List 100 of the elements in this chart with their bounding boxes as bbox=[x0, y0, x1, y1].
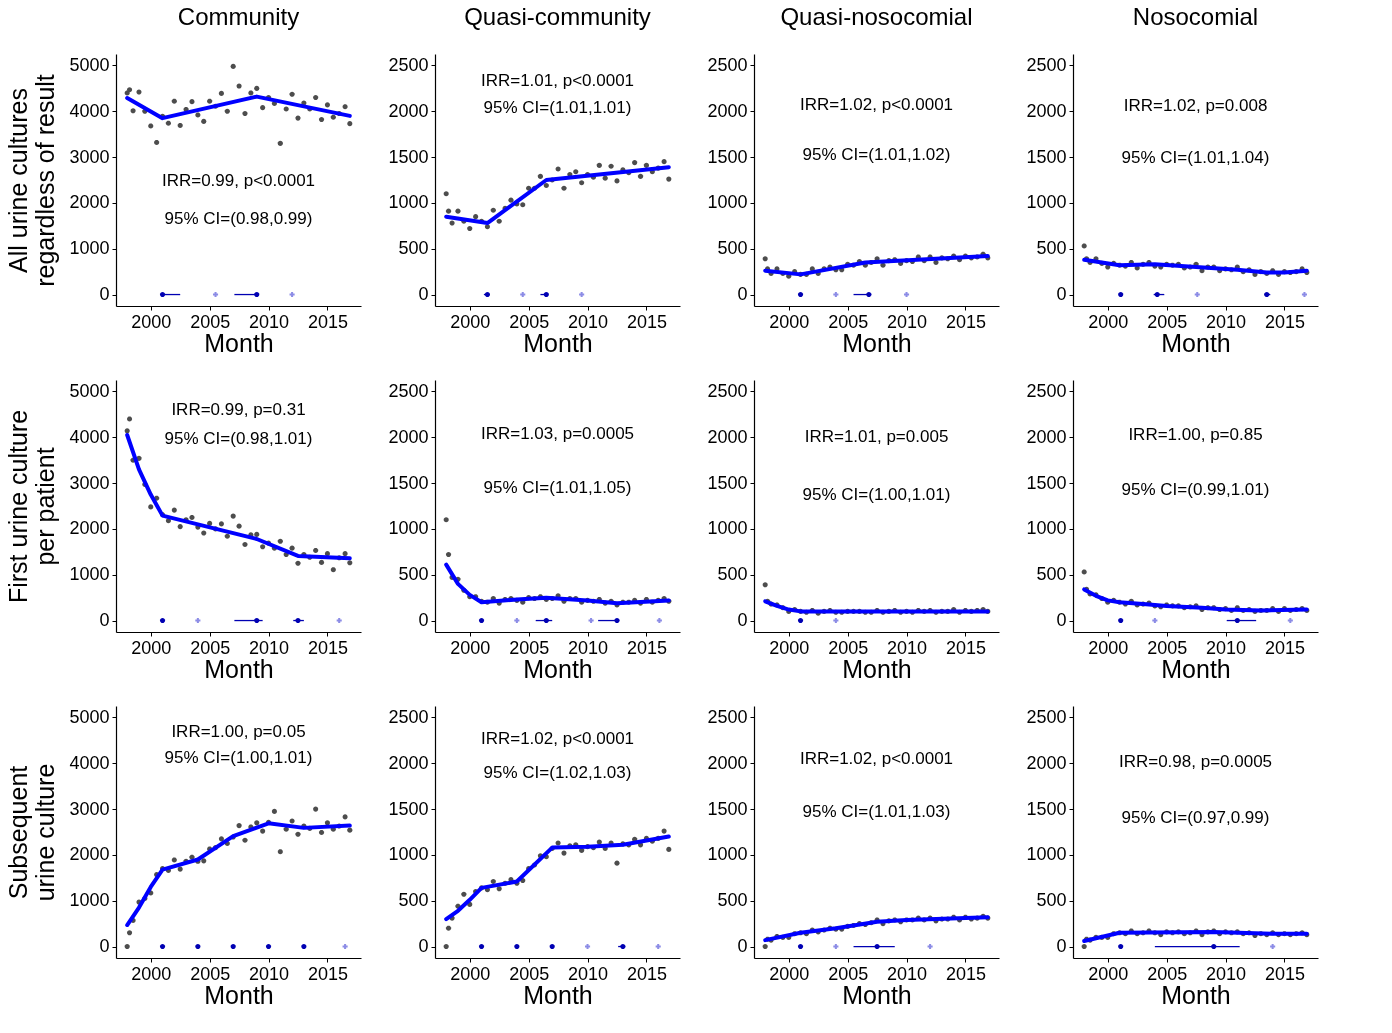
x-tick-label: 2000 bbox=[1088, 963, 1129, 984]
annotation: IRR=1.01, p<0.0001 bbox=[480, 71, 635, 91]
x-tick-label: 2015 bbox=[307, 311, 348, 332]
x-tick-label: 2015 bbox=[626, 637, 667, 658]
y-tick-label: 3000 bbox=[69, 472, 110, 493]
annotation: 95% CI=(1.00,1.01) bbox=[164, 747, 313, 767]
y-tick-label: 500 bbox=[717, 564, 748, 585]
x-tick-label: 2015 bbox=[945, 311, 986, 332]
x-tick-label: 2015 bbox=[945, 963, 986, 984]
y-tick-label: 2000 bbox=[388, 100, 429, 121]
y-tick-label: 2000 bbox=[707, 752, 748, 773]
y-tick-label: 2000 bbox=[707, 426, 748, 447]
y-tick-label: 500 bbox=[717, 890, 748, 911]
annotation: IRR=1.00, p=0.05 bbox=[171, 721, 306, 741]
annotation: IRR=0.98, p=0.0005 bbox=[1118, 752, 1273, 772]
chart-title: Quasi-nosocomial bbox=[780, 3, 973, 30]
annotation: IRR=1.02, p<0.0001 bbox=[799, 94, 954, 114]
y-tick-label: 0 bbox=[418, 936, 429, 957]
annotation: 95% CI=(1.01,1.01) bbox=[483, 98, 632, 118]
x-tick-label: 2000 bbox=[769, 963, 810, 984]
y-tick-label: 1500 bbox=[1026, 798, 1067, 819]
y-tick-label: 1500 bbox=[1026, 472, 1067, 493]
x-tick-label: 2000 bbox=[1088, 311, 1129, 332]
annotation: 95% CI=(0.98,0.99) bbox=[164, 208, 313, 228]
x-tick-label: 2015 bbox=[307, 963, 348, 984]
y-tick-label: 1000 bbox=[707, 844, 748, 865]
annotation: IRR=1.02, p<0.0001 bbox=[799, 748, 954, 768]
annotation: 95% CI=(1.00,1.01) bbox=[802, 484, 951, 504]
y-tick-label: 4000 bbox=[69, 100, 110, 121]
chart-title: Nosocomial bbox=[1132, 3, 1259, 30]
y-tick-label: 4000 bbox=[69, 752, 110, 773]
y-tick-label: 1500 bbox=[388, 798, 429, 819]
x-tick-label: 2000 bbox=[131, 963, 172, 984]
y-axis-title: Subsequent urine culture bbox=[4, 763, 60, 902]
y-tick-label: 5000 bbox=[69, 54, 110, 75]
y-tick-label: 5000 bbox=[69, 380, 110, 401]
x-tick-label: 2000 bbox=[131, 637, 172, 658]
y-tick-label: 1000 bbox=[1026, 518, 1067, 539]
y-tick-label: 1500 bbox=[707, 472, 748, 493]
y-tick-label: 0 bbox=[418, 610, 429, 631]
annotation: IRR=0.99, p=0.31 bbox=[171, 399, 306, 419]
y-tick-label: 1000 bbox=[388, 192, 429, 213]
x-tick-label: 2000 bbox=[769, 637, 810, 658]
y-tick-label: 2500 bbox=[388, 380, 429, 401]
y-tick-label: 3000 bbox=[69, 798, 110, 819]
x-tick-label: 2000 bbox=[769, 311, 810, 332]
y-tick-label: 2500 bbox=[1026, 380, 1067, 401]
y-tick-label: 500 bbox=[398, 890, 429, 911]
y-tick-label: 3000 bbox=[69, 146, 110, 167]
y-tick-label: 2500 bbox=[707, 706, 748, 727]
y-tick-label: 0 bbox=[99, 284, 110, 305]
y-tick-label: 1500 bbox=[707, 798, 748, 819]
y-tick-label: 2500 bbox=[1026, 54, 1067, 75]
y-tick-label: 0 bbox=[737, 284, 748, 305]
y-tick-label: 0 bbox=[99, 610, 110, 631]
x-tick-label: 2015 bbox=[626, 963, 667, 984]
y-tick-label: 0 bbox=[1056, 936, 1067, 957]
x-tick-label: 2000 bbox=[131, 311, 172, 332]
y-tick-label: 0 bbox=[737, 936, 748, 957]
y-tick-label: 2000 bbox=[388, 752, 429, 773]
y-tick-label: 2000 bbox=[69, 192, 110, 213]
annotation: 95% CI=(1.01,1.05) bbox=[483, 477, 632, 497]
y-tick-label: 0 bbox=[99, 936, 110, 957]
x-tick-label: 2015 bbox=[1264, 963, 1305, 984]
y-axis-title: First urine culture per patient bbox=[4, 409, 60, 604]
x-tick-label: 2015 bbox=[1264, 311, 1305, 332]
y-tick-label: 2000 bbox=[1026, 100, 1067, 121]
y-tick-label: 2000 bbox=[707, 100, 748, 121]
x-tick-label: 2000 bbox=[450, 637, 491, 658]
y-tick-label: 2000 bbox=[69, 518, 110, 539]
y-tick-label: 500 bbox=[398, 564, 429, 585]
y-tick-label: 0 bbox=[1056, 610, 1067, 631]
annotation: 95% CI=(1.02,1.03) bbox=[483, 762, 632, 782]
chart-title: Quasi-community bbox=[464, 3, 651, 30]
y-tick-label: 5000 bbox=[69, 706, 110, 727]
y-tick-label: 1000 bbox=[69, 890, 110, 911]
y-axis-title: All urine cultures regardless of result bbox=[4, 74, 60, 287]
y-tick-label: 1000 bbox=[388, 844, 429, 865]
x-tick-label: 2015 bbox=[1264, 637, 1305, 658]
x-tick-label: 2015 bbox=[945, 637, 986, 658]
y-tick-label: 500 bbox=[398, 238, 429, 259]
annotation: 95% CI=(0.98,1.01) bbox=[164, 429, 313, 449]
annotation: 95% CI=(0.99,1.01) bbox=[1121, 480, 1270, 500]
x-tick-label: 2015 bbox=[626, 311, 667, 332]
annotation: IRR=1.03, p=0.0005 bbox=[480, 423, 635, 443]
y-tick-label: 2000 bbox=[388, 426, 429, 447]
y-tick-label: 1000 bbox=[1026, 844, 1067, 865]
y-tick-label: 0 bbox=[418, 284, 429, 305]
annotation: IRR=1.01, p=0.005 bbox=[804, 427, 949, 447]
y-tick-label: 500 bbox=[1036, 890, 1067, 911]
annotation: 95% CI=(0.97,0.99) bbox=[1121, 808, 1270, 828]
y-tick-label: 1000 bbox=[707, 518, 748, 539]
y-tick-label: 4000 bbox=[69, 426, 110, 447]
x-tick-label: 2000 bbox=[450, 311, 491, 332]
annotation: 95% CI=(1.01,1.04) bbox=[1121, 148, 1270, 168]
y-tick-label: 1000 bbox=[388, 518, 429, 539]
y-tick-label: 0 bbox=[737, 610, 748, 631]
x-tick-label: 2000 bbox=[1088, 637, 1129, 658]
annotation: IRR=0.99, p<0.0001 bbox=[161, 171, 316, 191]
y-tick-label: 2000 bbox=[69, 844, 110, 865]
